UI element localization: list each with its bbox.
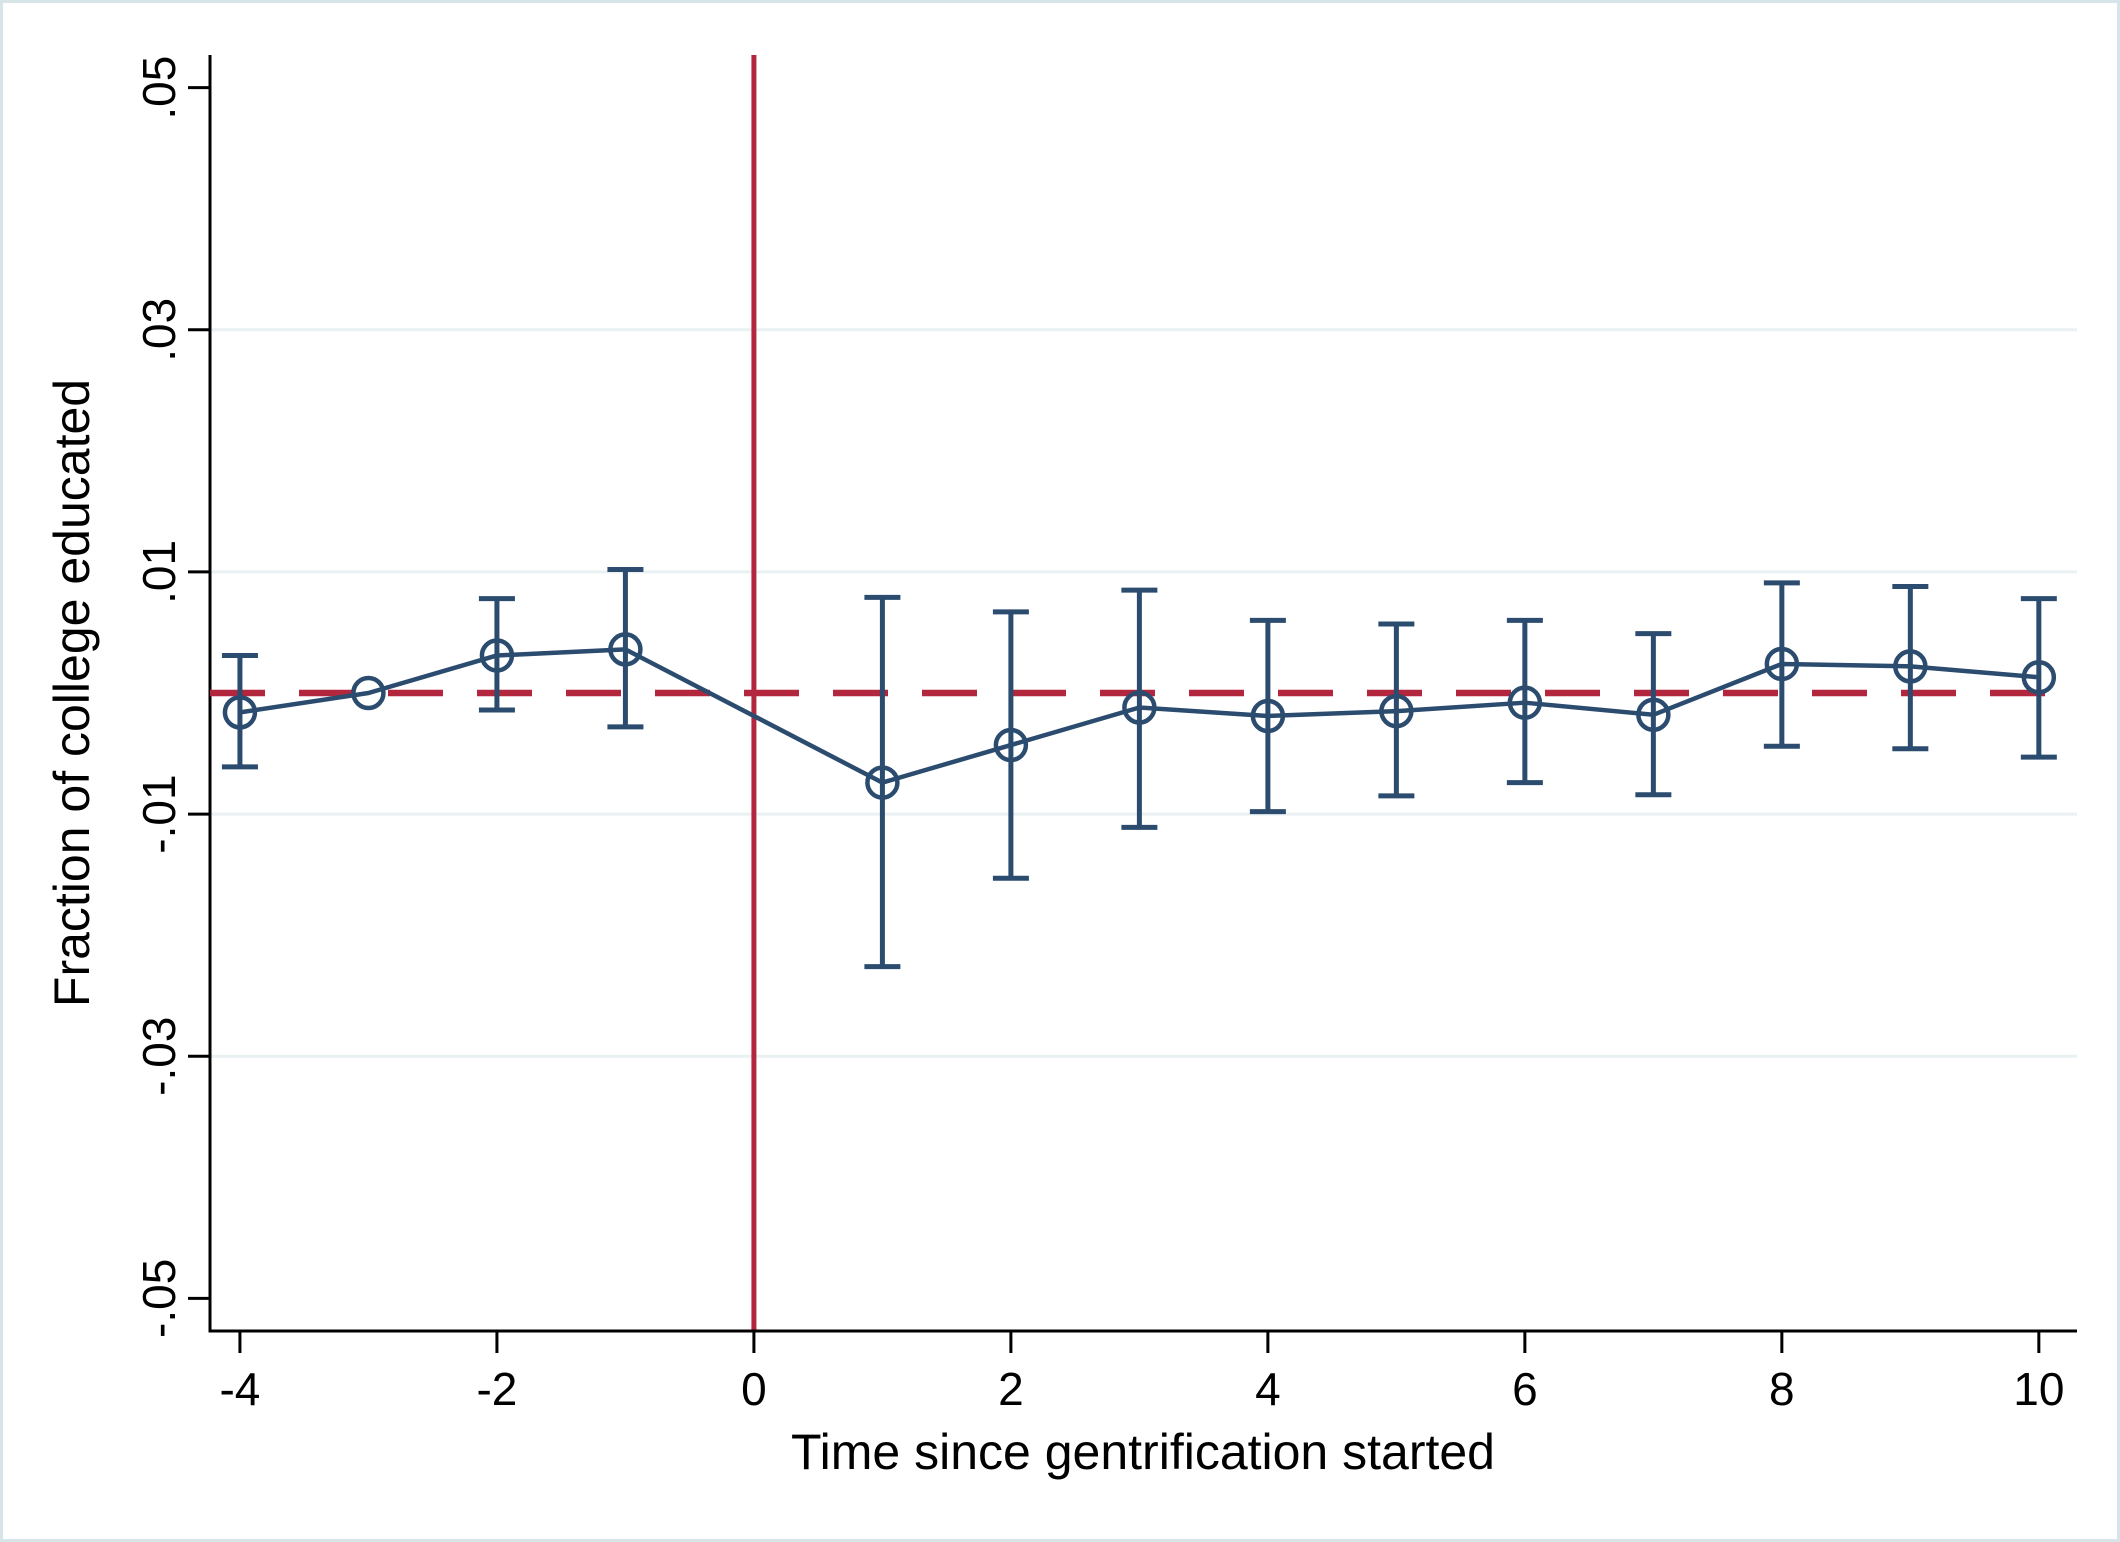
estimate-marker bbox=[1250, 698, 1286, 734]
estimate-marker bbox=[351, 675, 386, 711]
y-tick-label: .05 bbox=[133, 56, 185, 120]
estimate-marker bbox=[1507, 685, 1543, 720]
x-tick-label: 2 bbox=[998, 1363, 1024, 1415]
estimate-marker bbox=[865, 765, 900, 800]
y-tick-label: .01 bbox=[133, 540, 185, 604]
estimate-marker bbox=[479, 638, 515, 673]
estimate-marker bbox=[2021, 660, 2057, 695]
estimate-marker bbox=[993, 727, 1029, 763]
y-axis-title: Fraction of college educated bbox=[44, 379, 100, 1007]
estimate-marker bbox=[608, 632, 643, 667]
x-tick-label: -4 bbox=[219, 1363, 260, 1415]
x-tick-label: 10 bbox=[2013, 1363, 2064, 1415]
estimate-marker bbox=[1379, 693, 1414, 729]
y-tick-label: .03 bbox=[133, 298, 185, 362]
y-tick-label: -.05 bbox=[133, 1259, 185, 1338]
estimate-line bbox=[239, 647, 2040, 785]
estimate-marker bbox=[1122, 690, 1157, 725]
x-tick-label: 4 bbox=[1255, 1363, 1281, 1415]
x-tick-label: 0 bbox=[741, 1363, 767, 1415]
x-tick-label: 8 bbox=[1769, 1363, 1795, 1415]
estimate-marker bbox=[222, 695, 258, 730]
y-tick-label: -.03 bbox=[133, 1017, 185, 1096]
x-tick-label: 6 bbox=[1512, 1363, 1538, 1415]
estimate-marker bbox=[1893, 649, 1928, 684]
x-tick-label: -2 bbox=[476, 1363, 517, 1415]
chart: .05 .03 .01 -.01 -.03 -.05 -4 -2 0 2 4 6 8 10 Time sin… bbox=[44, 55, 2077, 1480]
estimate-marker bbox=[1636, 697, 1671, 733]
x-axis-title: Time since gentrification started bbox=[791, 1424, 1495, 1480]
y-tick-label: -.01 bbox=[133, 774, 185, 853]
estimate-marker bbox=[1764, 646, 1800, 682]
